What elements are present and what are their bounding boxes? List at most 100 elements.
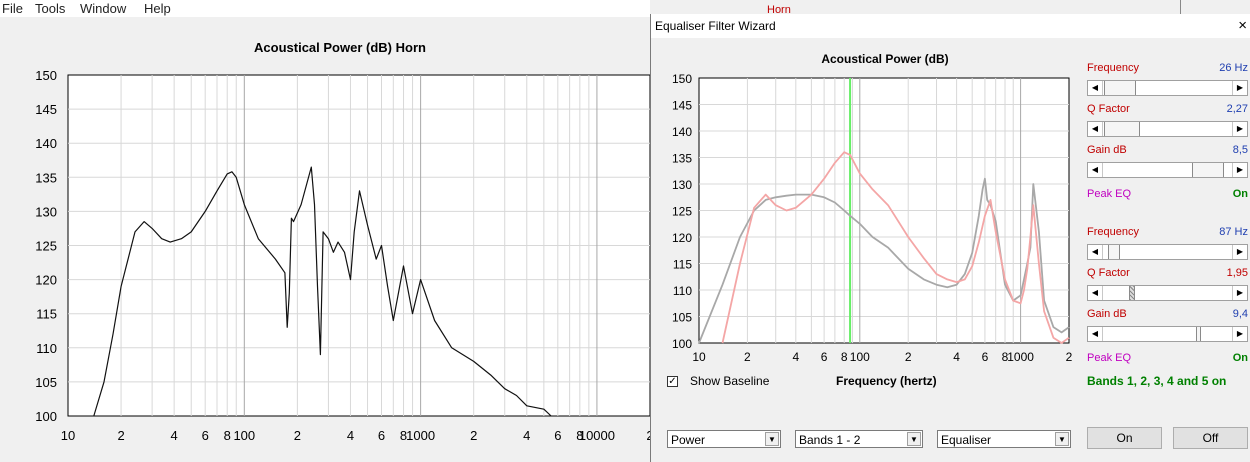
scroll-right-icon[interactable]: ▶ [1232,163,1247,177]
y-tick-label: 100 [35,409,57,424]
band1-gain-value: 8,5 [1232,144,1248,156]
y-tick-label: 150 [35,68,57,83]
slider-thumb[interactable] [1104,81,1136,95]
y-tick-label: 145 [35,102,57,117]
band2-frequency-slider[interactable]: ◀ ▶ [1087,244,1248,260]
show-baseline-label[interactable]: Show Baseline [690,374,770,388]
y-tick-label: 105 [672,311,692,325]
view-select[interactable]: Power ▼ [667,430,781,448]
band1-frequency-slider[interactable]: ◀ ▶ [1087,80,1248,96]
y-tick-label: 125 [672,205,692,219]
band1-q-value: 2,27 [1226,103,1248,115]
y-tick-label: 120 [35,273,57,288]
close-icon[interactable]: × [1238,17,1247,34]
menu-help[interactable]: Help [144,1,171,16]
scroll-left-icon[interactable]: ◀ [1088,286,1103,300]
band1-type-label: Peak EQ [1087,188,1132,200]
y-tick-label: 130 [672,178,692,192]
x-tick-label: 6 [821,350,828,364]
y-tick-label: 145 [672,99,692,113]
y-tick-label: 150 [672,72,692,86]
on-button[interactable]: On [1087,427,1162,449]
x-tick-label: 10 [692,350,706,364]
slider-thumb[interactable] [1192,163,1224,177]
band2-state: On [1232,352,1248,364]
band1-q-slider[interactable]: ◀ ▶ [1087,121,1248,137]
y-tick-label: 140 [672,125,692,139]
band2-gain-label: Gain dB [1087,308,1127,320]
x-tick-label: 2 [1066,350,1073,364]
dialog-title: Equaliser Filter Wizard [655,19,776,33]
band1-q-label: Q Factor [1087,103,1130,115]
band1-gain-label: Gain dB [1087,144,1127,156]
off-button[interactable]: Off [1173,427,1248,449]
x-tick-label: 2 [470,428,477,443]
scroll-right-icon[interactable]: ▶ [1232,122,1247,136]
slider-thumb[interactable] [1108,245,1120,259]
slider-thumb[interactable] [1196,327,1201,341]
equaliser-dialog: Equaliser Filter Wizard × Acoustical Pow… [650,14,1250,462]
x-tick-label: 4 [523,428,530,443]
x-tick-label: 6 [378,428,385,443]
slider-thumb[interactable] [1104,122,1140,136]
horn-power-line [93,166,552,417]
slider-thumb[interactable] [1129,286,1135,300]
background-window: Horn [650,0,1250,16]
x-tick-label: 2 [646,428,650,443]
x-tick-label: 4 [953,350,960,364]
scroll-left-icon[interactable]: ◀ [1088,81,1103,95]
x-tick-label: 100 [233,428,255,443]
menu-file[interactable]: File [2,1,23,16]
x-tick-label: 4 [347,428,354,443]
scroll-left-icon[interactable]: ◀ [1088,245,1103,259]
bands-status: Bands 1, 2, 3, 4 and 5 on [1087,374,1227,388]
x-tick-label: 2 [294,428,301,443]
band2-q-label: Q Factor [1087,267,1130,279]
main-window: Acoustical Power (dB) Horn 100 105 110 115 1… [0,17,650,462]
x-tick-label: 8 [576,428,583,443]
x-tick-label: 100 [850,350,870,364]
y-tick-label: 125 [35,239,57,254]
show-baseline-checkbox[interactable]: ✓ [667,376,678,387]
scroll-right-icon[interactable]: ▶ [1232,81,1247,95]
x-tick-label: 8 [1002,350,1009,364]
x-tick-label: 6 [982,350,989,364]
scroll-right-icon[interactable]: ▶ [1232,245,1247,259]
y-tick-label: 115 [673,258,692,272]
scroll-left-icon[interactable]: ◀ [1088,327,1103,341]
y-tick-label: 100 [672,337,692,351]
y-tick-label: 140 [35,136,57,151]
scroll-right-icon[interactable]: ▶ [1232,286,1247,300]
mode-select[interactable]: Equaliser ▼ [937,430,1071,448]
band2-frequency-label: Frequency [1087,226,1139,238]
x-tick-label: 2 [744,350,751,364]
band2-gain-value: 9,4 [1232,308,1248,320]
menu-window[interactable]: Window [80,1,127,16]
background-divider [1180,0,1181,14]
chevron-down-icon[interactable]: ▼ [907,432,921,446]
band1-frequency-label: Frequency [1087,62,1139,74]
scroll-right-icon[interactable]: ▶ [1232,327,1247,341]
bands-select-value: Bands 1 - 2 [799,433,861,447]
scroll-left-icon[interactable]: ◀ [1088,163,1103,177]
eq-chart-title: Acoustical Power (dB) [821,52,948,66]
x-tick-label: 4 [792,350,799,364]
mode-select-value: Equaliser [941,433,992,447]
y-tick-label: 135 [35,170,57,185]
bands-select[interactable]: Bands 1 - 2 ▼ [795,430,923,448]
band2-frequency-value: 87 Hz [1219,226,1248,238]
band1-gain-slider[interactable]: ◀ ▶ [1087,162,1248,178]
menu-tools[interactable]: Tools [35,1,66,16]
main-power-chart: Acoustical Power (dB) Horn 100 105 110 115 1… [35,40,650,443]
band2-gain-slider[interactable]: ◀ ▶ [1087,326,1248,342]
chevron-down-icon[interactable]: ▼ [1055,432,1069,446]
x-tick-label: 10 [61,428,75,443]
scroll-left-icon[interactable]: ◀ [1088,122,1103,136]
y-tick-label: 135 [672,152,692,166]
chevron-down-icon[interactable]: ▼ [765,432,779,446]
x-tick-label: 2 [117,428,124,443]
band2-q-slider[interactable]: ◀ ▶ [1087,285,1248,301]
x-tick-label: 1000 [1007,350,1034,364]
y-tick-label: 115 [36,307,57,322]
x-tick-label: 2 [905,350,912,364]
